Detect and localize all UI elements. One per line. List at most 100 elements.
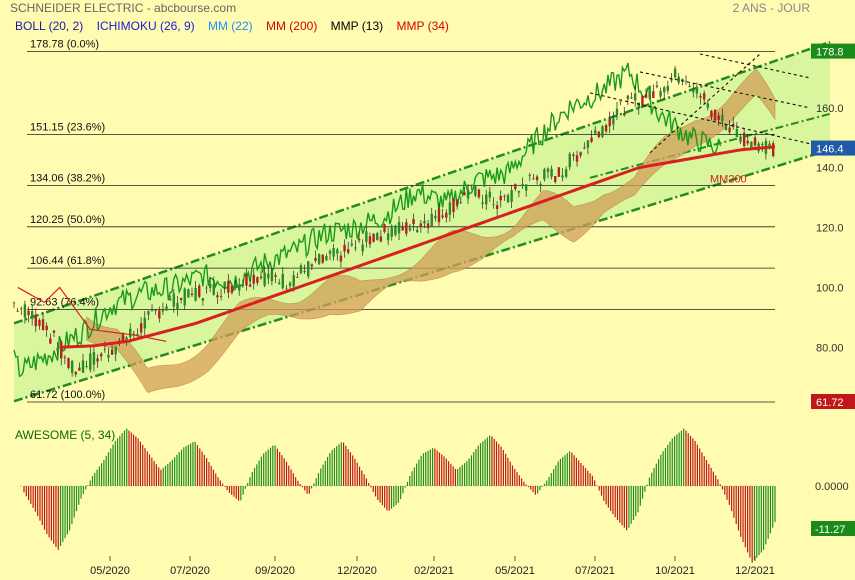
candle-body (495, 205, 499, 209)
candle-body (405, 222, 408, 234)
candle-body (125, 337, 128, 340)
lagging-line (13, 62, 722, 378)
candle-body (452, 198, 455, 213)
candle-body (583, 147, 586, 149)
candle-body (307, 261, 310, 277)
candle-body (139, 323, 143, 333)
candle-body (401, 227, 404, 231)
candle-body (390, 227, 393, 237)
candle-body (579, 152, 582, 156)
x-tick-label: 10/2021 (655, 565, 695, 577)
candle-body (434, 215, 437, 219)
candle-body (194, 287, 197, 301)
candle-body (201, 298, 205, 301)
candle-body (641, 96, 644, 106)
candle-body (259, 276, 263, 279)
candle-body (383, 224, 386, 232)
candle-body (517, 191, 521, 193)
candle-body (532, 178, 535, 180)
candle-body (739, 136, 742, 142)
candle-body (702, 93, 706, 100)
candle-body (572, 154, 575, 156)
resistance-line (649, 53, 761, 154)
candle-body (223, 281, 226, 288)
candle-body (321, 254, 324, 263)
candle-body (303, 271, 306, 272)
candle-body (248, 284, 252, 287)
candle-body (706, 103, 709, 108)
indicator-mmp34: MMP (34) (396, 19, 449, 33)
candle-body (339, 255, 343, 262)
candle-body (521, 184, 524, 186)
candle-body (684, 80, 688, 82)
candle-body (52, 330, 56, 333)
candle-body (30, 311, 34, 319)
candle-body (728, 127, 731, 133)
indicator-ichimoku: ICHIMOKU (26, 9) (96, 19, 195, 33)
candle-body (608, 118, 611, 127)
candle-body (543, 169, 546, 180)
mm200-line (59, 145, 776, 349)
candle-body (430, 213, 433, 227)
candle-body (492, 204, 495, 205)
oscillator-value-label: -11.27 (815, 524, 845, 536)
candle-body (212, 283, 215, 295)
candle-body (524, 184, 528, 191)
candle-body (510, 190, 513, 202)
candle-body (423, 220, 426, 224)
candle-body (564, 169, 568, 177)
candle-body (771, 143, 775, 157)
candle-body (103, 348, 107, 350)
candle-body (219, 296, 223, 297)
channel-mid-line (589, 112, 831, 179)
candle-body (604, 125, 608, 132)
price-badge-label: 178.8 (816, 47, 844, 59)
candle-body (129, 328, 132, 338)
candle-body (270, 270, 274, 282)
candle-body (379, 236, 383, 242)
candle-body (474, 186, 477, 196)
indicator-legend: BOLL (20, 2) ICHIMOKU (26, 9) MM (22) MM… (15, 19, 459, 33)
candle-body (768, 143, 771, 148)
candle-body (147, 311, 150, 315)
candle-body (118, 339, 121, 341)
candle-body (96, 358, 99, 362)
candle-body (292, 275, 295, 287)
fib-label: 178.78 (0.0%) (30, 39, 99, 51)
candle-body (633, 93, 637, 101)
x-tick-label: 02/2021 (414, 565, 454, 577)
candle-body (78, 367, 81, 371)
fib-label: 151.15 (23.6%) (30, 121, 105, 133)
candle-body (56, 347, 59, 351)
candle-body (285, 288, 288, 290)
candle-body (99, 353, 103, 357)
y-tick-label: 120.0 (816, 223, 844, 235)
candle-body (699, 95, 702, 98)
candle-body (70, 361, 74, 373)
candle-body (652, 91, 655, 98)
candle-body (663, 87, 666, 93)
candle-body (372, 233, 375, 242)
candle-body (23, 304, 27, 318)
candle-body (612, 118, 615, 125)
candle-body (732, 123, 735, 127)
indicator-mm200: MM (200) (265, 19, 318, 33)
candle-body (20, 308, 23, 310)
candle-body (368, 236, 372, 245)
candle-body (412, 218, 415, 225)
candle-body (172, 293, 176, 307)
y-tick-label: 100.0 (816, 282, 844, 294)
candle-body (593, 130, 597, 134)
candle-body (354, 247, 357, 249)
candle-body (136, 333, 139, 336)
candle-body (190, 293, 194, 296)
candle-body (114, 346, 117, 355)
candle-body (85, 365, 88, 367)
candle-body (499, 195, 502, 201)
candle-body (408, 228, 412, 231)
candle-body (557, 167, 561, 177)
candle-body (336, 249, 339, 254)
candle-body (361, 244, 364, 252)
candle-body (288, 282, 292, 286)
